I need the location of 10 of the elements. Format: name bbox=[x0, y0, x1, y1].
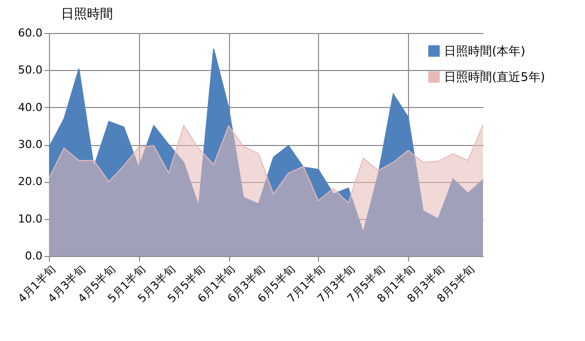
y-tick-label: 50.0 bbox=[18, 64, 42, 77]
y-tick-label: 30.0 bbox=[18, 138, 42, 151]
y-tick-label: 0.0 bbox=[25, 250, 42, 262]
y-tick-label: 60.0 bbox=[18, 26, 42, 40]
chart-title: 日照時間 bbox=[61, 7, 113, 22]
legend-label: 日照時間(本年) bbox=[444, 44, 526, 58]
y-tick-label: 10.0 bbox=[18, 212, 42, 226]
y-tick-label: 20.0 bbox=[18, 175, 42, 188]
y-tick-label: 40.0 bbox=[18, 100, 42, 114]
legend-label: 日照時間(直近5年) bbox=[444, 70, 545, 84]
